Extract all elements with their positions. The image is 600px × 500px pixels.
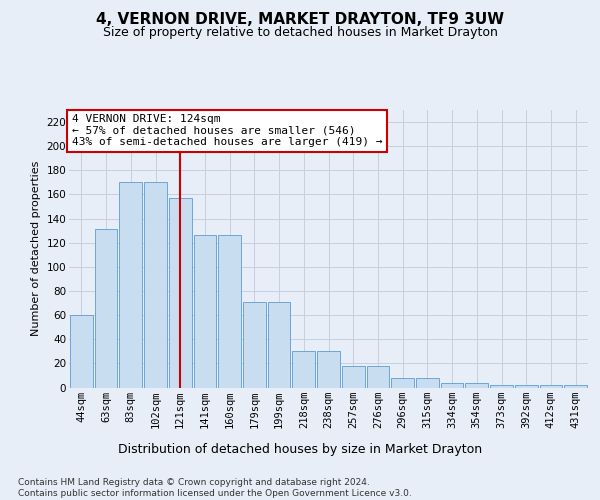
Bar	[317, 352, 340, 388]
Text: Distribution of detached houses by size in Market Drayton: Distribution of detached houses by size …	[118, 442, 482, 456]
Text: 4 VERNON DRIVE: 124sqm
← 57% of detached houses are smaller (546)
43% of semi-de: 4 VERNON DRIVE: 124sqm ← 57% of detached…	[71, 114, 382, 148]
Bar	[218, 236, 241, 388]
Bar	[95, 230, 118, 388]
Text: Contains HM Land Registry data © Crown copyright and database right 2024.
Contai: Contains HM Land Registry data © Crown c…	[18, 478, 412, 498]
Bar	[564, 385, 587, 388]
Bar	[144, 182, 167, 388]
Bar	[169, 198, 191, 388]
Bar	[268, 302, 290, 388]
Bar	[466, 382, 488, 388]
Bar	[367, 366, 389, 388]
Bar	[243, 302, 266, 388]
Bar	[292, 352, 315, 388]
Bar	[391, 378, 414, 388]
Text: 4, VERNON DRIVE, MARKET DRAYTON, TF9 3UW: 4, VERNON DRIVE, MARKET DRAYTON, TF9 3UW	[96, 12, 504, 28]
Bar	[539, 385, 562, 388]
Bar	[342, 366, 365, 388]
Bar	[441, 382, 463, 388]
Y-axis label: Number of detached properties: Number of detached properties	[31, 161, 41, 336]
Bar	[515, 385, 538, 388]
Bar	[70, 315, 93, 388]
Bar	[119, 182, 142, 388]
Bar	[194, 236, 216, 388]
Bar	[490, 385, 513, 388]
Text: Size of property relative to detached houses in Market Drayton: Size of property relative to detached ho…	[103, 26, 497, 39]
Bar	[416, 378, 439, 388]
